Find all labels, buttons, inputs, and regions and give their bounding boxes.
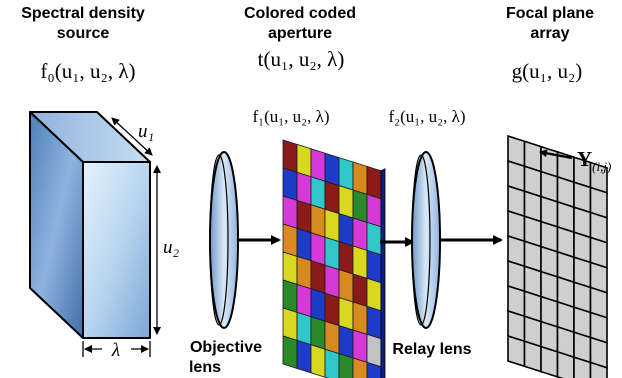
aperture-cell: [352, 189, 368, 223]
aperture-cell: [310, 232, 326, 266]
aperture-cell: [324, 348, 340, 378]
source-title-line2: source: [57, 25, 110, 42]
source-title: Spectral density source: [21, 5, 145, 42]
u2-label: u₂: [163, 237, 180, 258]
f2-formula: f₂(u₁, u₂, λ): [388, 107, 465, 126]
relay-lens-body: [411, 151, 441, 329]
detector-pixel: [556, 350, 575, 378]
source-formula: f₀(u₁, u₂, λ): [40, 59, 135, 83]
aperture-cell: [338, 297, 354, 331]
aperture-cell: [324, 320, 340, 355]
aperture-cell: [352, 301, 368, 335]
f1-formula: f₁(u₁, u₂, λ): [252, 107, 329, 126]
aperture-cell: [366, 305, 382, 340]
spectral-cube: [29, 111, 151, 339]
aperture-cell: [324, 208, 340, 243]
aperture-cell: [310, 176, 326, 210]
aperture-cell: [352, 245, 368, 279]
source-title-line1: Spectral density: [21, 5, 145, 22]
aperture-cell: [324, 152, 340, 187]
aperture-cell: [282, 279, 298, 313]
objective-lens-body: [209, 151, 239, 329]
u1-dimension-line: [111, 117, 153, 156]
relay-lens: [411, 151, 441, 329]
aperture-cell: [296, 283, 312, 318]
objective-lens-label-line1: Objective: [190, 339, 262, 356]
aperture-title-line2: aperture: [268, 25, 332, 42]
aperture-cell: [366, 165, 382, 200]
aperture-cell: [310, 316, 326, 350]
aperture-cell: [310, 260, 326, 294]
pixel-label: Y(i,j): [577, 147, 611, 174]
aperture-cell: [282, 251, 298, 285]
colored-coded-aperture: [282, 139, 386, 378]
aperture-cell: [296, 311, 312, 346]
aperture-cell: [282, 139, 298, 173]
aperture-cell: [366, 221, 382, 256]
aperture-cell: [296, 199, 312, 234]
cube-front-face: [82, 161, 151, 339]
aperture-cell: [282, 335, 298, 369]
detector-formula: g(u₁, u₂): [512, 59, 583, 83]
aperture-cell: [366, 361, 382, 378]
aperture-formula: t(u₁, u₂, λ): [258, 47, 345, 71]
aperture-cell: [310, 148, 326, 182]
objective-lens-label-line2: lens: [189, 359, 221, 376]
aperture-cell: [338, 185, 354, 219]
aperture-cell: [310, 204, 326, 238]
aperture-cell: [282, 307, 298, 341]
aperture-cell: [310, 288, 326, 322]
aperture-cell: [296, 339, 312, 374]
aperture-cell: [366, 277, 382, 312]
aperture-cell: [366, 193, 382, 228]
aperture-cell: [296, 143, 312, 178]
aperture-title: Colored coded aperture: [244, 5, 356, 42]
aperture-cell: [338, 157, 354, 191]
detector-pixel: [523, 340, 542, 373]
aperture-cell: [310, 344, 326, 378]
lambda-label: λ: [111, 340, 120, 361]
aperture-cell: [296, 255, 312, 290]
detector-pixel: [589, 361, 608, 378]
detector-title-line2: array: [530, 25, 569, 42]
detector-pixel: [573, 356, 592, 378]
aperture-cell: [338, 353, 354, 378]
aperture-cell: [324, 292, 340, 327]
objective-lens-rim: [209, 154, 229, 326]
aperture-cell: [324, 180, 340, 215]
aperture-cell: [338, 241, 354, 275]
aperture-edge: [380, 168, 386, 378]
objective-lens: [209, 151, 239, 329]
aperture-cell: [324, 264, 340, 299]
aperture-cell: [338, 325, 354, 359]
aperture-cell: [282, 195, 298, 229]
detector-title-line1: Focal plane: [506, 5, 594, 22]
aperture-cell: [366, 249, 382, 284]
aperture-cell: [282, 167, 298, 201]
detector-pixel: [540, 345, 559, 378]
aperture-title-line1: Colored coded: [244, 5, 356, 22]
detector-pixel: [507, 334, 526, 368]
aperture-cell: [296, 227, 312, 262]
aperture-cell: [366, 333, 382, 368]
relay-lens-rim: [411, 154, 431, 326]
aperture-cell: [338, 213, 354, 247]
focal-plane-array: [507, 134, 608, 378]
pixel-pointer-arrow: [539, 149, 573, 160]
aperture-cell: [282, 223, 298, 257]
aperture-cell: [352, 357, 368, 378]
detector-title: Focal plane array: [506, 5, 594, 42]
aperture-cell: [352, 329, 368, 363]
aperture-cell: [352, 161, 368, 195]
aperture-cell: [352, 273, 368, 307]
aperture-cell: [324, 236, 340, 271]
aperture-cell: [296, 171, 312, 206]
aperture-cell: [352, 217, 368, 251]
aperture-cell: [338, 269, 354, 303]
u1-label: u₁: [138, 121, 154, 142]
relay-lens-label: Relay lens: [392, 341, 471, 358]
